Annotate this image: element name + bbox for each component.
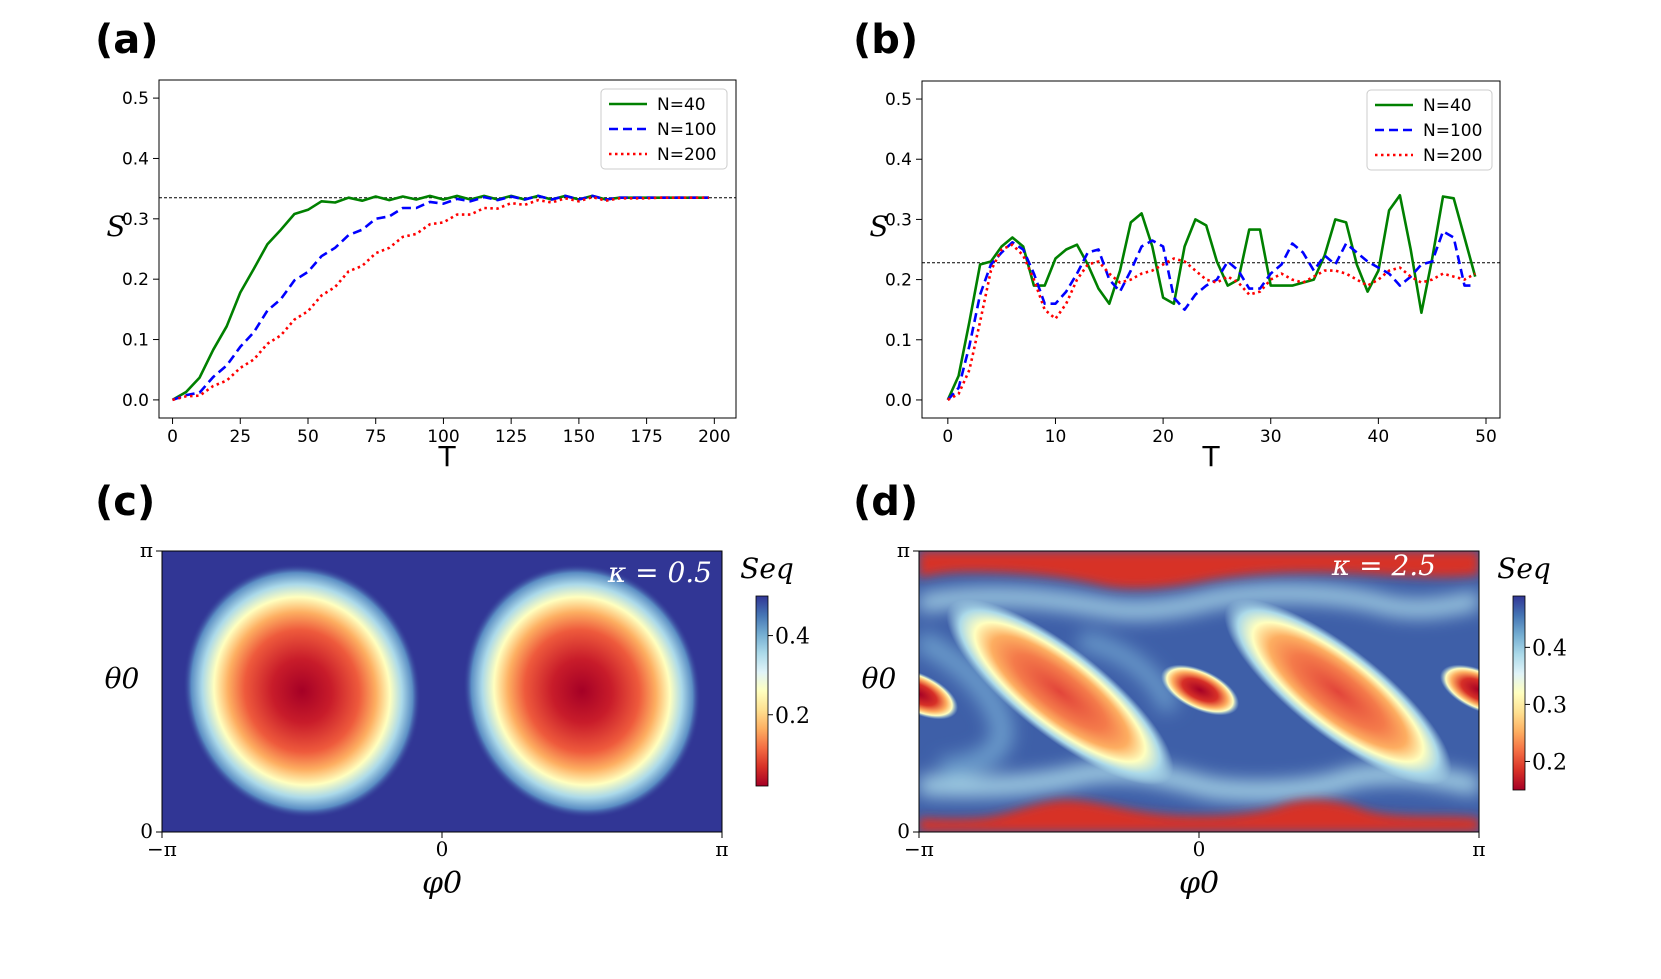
colorbar-tick-label: 0.4 — [775, 625, 810, 650]
y-tick-label: 0.1 — [885, 331, 912, 351]
heatmap-d-image — [919, 551, 1479, 832]
series-line-n-40 — [171, 194, 709, 402]
x-tick-label: 25 — [229, 427, 251, 447]
x-tick-label: 0 — [942, 427, 953, 447]
x-tick-label: 0 — [1193, 837, 1206, 861]
x-tick-label: −π — [904, 837, 934, 861]
series-line-n-100 — [172, 194, 709, 402]
heatmap-c-image — [162, 551, 722, 832]
y-tick-label: 0.2 — [122, 270, 149, 290]
heatmap-d-island-left — [919, 668, 958, 720]
x-tick-label: 40 — [1368, 427, 1390, 447]
heatmap-c-xlabel: φ0 — [422, 866, 462, 901]
y-tick-label: 0.1 — [122, 331, 149, 351]
series-line-n-200 — [947, 243, 1476, 402]
x-tick-label: 0 — [167, 427, 178, 447]
heatmap-d-ylabel: θ0 — [862, 662, 897, 695]
panel-label-b: (b) — [853, 17, 918, 63]
panel-label-a: (a) — [95, 17, 159, 63]
x-tick-label: π — [1472, 837, 1485, 861]
y-tick-label: 0 — [140, 819, 153, 843]
panel-label-d: (d) — [853, 479, 918, 525]
y-tick-label: π — [140, 538, 153, 562]
colorbar-d-title: Seq — [1497, 552, 1551, 585]
y-tick-label: π — [897, 538, 910, 562]
x-tick-label: 50 — [297, 427, 319, 447]
line-chart-a: 0 25 50 75 100 125 150 175 200 0.0 0.1 0.2 0.3 0.4 0.5… — [106, 79, 737, 473]
y-tick-label: 0.0 — [885, 391, 912, 411]
colorbar-c — [755, 595, 769, 787]
y-tick-label: 0.5 — [122, 89, 149, 109]
x-tick-label: 10 — [1045, 427, 1067, 447]
colorbar-tick-label: 0.2 — [1532, 750, 1567, 775]
line-chart-b: 0 10 20 30 40 50 0.0 0.1 0.2 0.3 0.4 0.5 T S N=40 N=100… — [869, 80, 1501, 473]
panel-label-c: (c) — [95, 479, 155, 525]
x-tick-label: 30 — [1260, 427, 1282, 447]
heatmap-c: κ = 0.5 −π 0 π0π φ0 θ0 Seq 0.20.4 — [105, 538, 810, 901]
x-tick-label: 0 — [436, 837, 449, 861]
colorbar-d — [1512, 595, 1526, 791]
y-tick-label: 0.3 — [122, 210, 149, 230]
y-tick-label: 0.3 — [885, 210, 912, 230]
heatmap-d-island-center — [1161, 664, 1239, 716]
legend-box — [1366, 89, 1493, 171]
heatmap-d-band-right — [1224, 599, 1452, 785]
y-tick-label: 0.5 — [885, 90, 912, 110]
y-tick-label: 0.2 — [885, 271, 912, 291]
x-tick-label: 50 — [1475, 427, 1497, 447]
x-tick-label: 125 — [495, 427, 527, 447]
axes-frame — [158, 79, 737, 419]
series-line-n-200 — [172, 195, 709, 402]
heatmap-c-low-region-left — [183, 563, 421, 819]
x-axis-label: T — [1201, 440, 1220, 473]
legend-label: N=200 — [657, 145, 716, 165]
x-tick-label: 20 — [1152, 427, 1174, 447]
y-axis-label: S — [869, 210, 888, 243]
colorbar-tick-label: 0.4 — [1532, 636, 1567, 661]
heatmap-d-band-left — [946, 599, 1174, 785]
axes-frame — [921, 80, 1501, 419]
y-tick-label: 0.0 — [122, 391, 149, 411]
x-tick-label: −π — [147, 837, 177, 861]
series-line-n-40 — [946, 194, 1477, 401]
series-line-n-100 — [946, 230, 1476, 401]
legend-label: N=100 — [1423, 121, 1482, 141]
x-tick-label: 175 — [630, 427, 662, 447]
legend-label: N=100 — [657, 120, 716, 140]
x-axis-label: T — [437, 440, 456, 473]
colorbar-tick-label: 0.3 — [1532, 693, 1567, 718]
colorbar-tick-label: 0.2 — [775, 704, 810, 729]
heatmap-d-xlabel: φ0 — [1179, 866, 1219, 901]
x-tick-label: π — [715, 837, 728, 861]
heatmap-c-annotation: κ = 0.5 — [607, 556, 712, 589]
heatmap-d-annotation: κ = 2.5 — [1331, 549, 1436, 582]
y-tick-label: 0.4 — [885, 150, 912, 170]
legend-box — [600, 88, 728, 170]
heatmap-c-ylabel: θ0 — [105, 662, 140, 695]
x-tick-label: 200 — [698, 427, 730, 447]
y-axis-label: S — [106, 210, 125, 243]
legend-label: N=200 — [1423, 146, 1482, 166]
x-tick-label: 75 — [365, 427, 387, 447]
y-tick-label: 0.4 — [122, 149, 149, 169]
x-tick-label: 100 — [427, 427, 459, 447]
legend-label: N=40 — [657, 95, 706, 115]
heatmap-c-low-region-right — [463, 563, 701, 819]
y-tick-label: 0 — [897, 819, 910, 843]
heatmap-d-island-right — [1440, 664, 1479, 716]
colorbar-c-title: Seq — [740, 552, 794, 585]
legend-label: N=40 — [1423, 96, 1472, 116]
x-tick-label: 150 — [563, 427, 595, 447]
heatmap-d: κ = 2.5 −π 0 π0π φ0 θ0 Seq 0.20.30.4 — [862, 538, 1567, 901]
